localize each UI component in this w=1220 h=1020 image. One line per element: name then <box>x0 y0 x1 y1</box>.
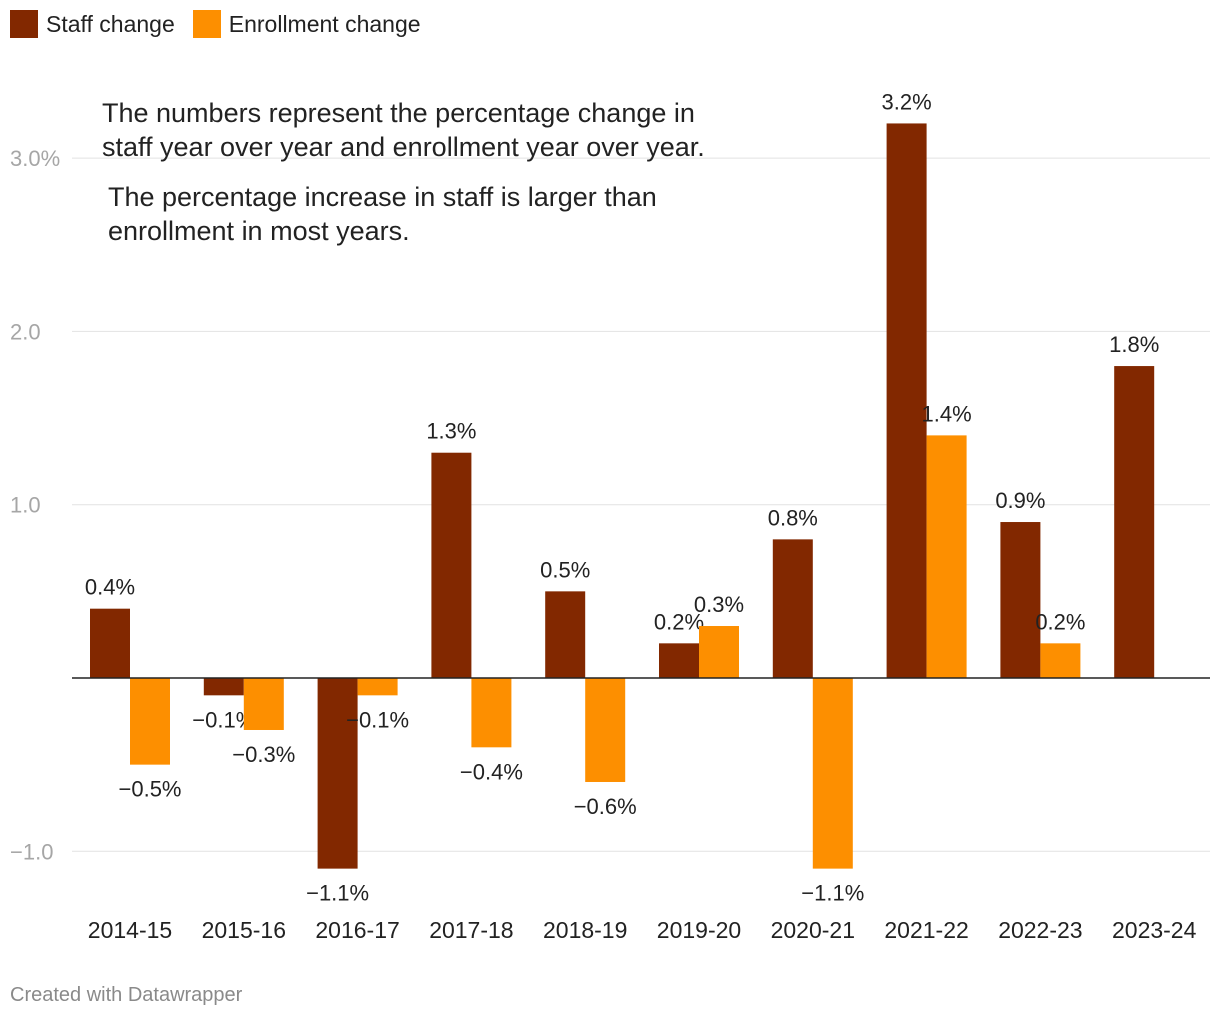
bar <box>1040 643 1081 678</box>
data-label: −0.5% <box>119 777 182 802</box>
x-tick-label: 2014-15 <box>88 917 172 943</box>
x-tick-label: 2018-19 <box>543 917 627 943</box>
legend-item-enrollment[interactable]: Enrollment change <box>192 10 421 38</box>
data-label: 0.9% <box>995 488 1045 513</box>
bar <box>90 608 130 678</box>
data-label: 0.5% <box>540 557 590 582</box>
bar <box>431 452 472 678</box>
y-tick-label: 3.0% <box>10 146 60 171</box>
legend-label-staff: Staff change <box>46 10 175 37</box>
x-tick-label: 2019-20 <box>657 917 741 943</box>
bar <box>926 435 967 678</box>
bar <box>812 678 853 869</box>
x-tick-label: 2020-21 <box>771 917 855 943</box>
data-label: −1.1% <box>306 881 369 906</box>
data-label: 0.8% <box>768 505 818 530</box>
data-label: −0.1% <box>346 707 409 732</box>
x-tick-label: 2022-23 <box>998 917 1082 943</box>
x-tick-label: 2015-16 <box>202 917 286 943</box>
y-tick-label: −1.0 <box>10 839 53 864</box>
x-tick-label: 2023-24 <box>1112 917 1197 943</box>
bar <box>243 678 284 730</box>
data-label: 0.2% <box>654 609 704 634</box>
bar <box>1114 366 1155 678</box>
data-label: 0.4% <box>85 575 135 600</box>
bar <box>772 539 813 678</box>
y-tick-label: 1.0 <box>10 493 41 518</box>
legend: Staff change Enrollment change <box>10 10 421 38</box>
data-label: 1.8% <box>1109 332 1159 357</box>
legend-label-enrollment: Enrollment change <box>228 10 421 37</box>
data-label: −1.1% <box>801 881 864 906</box>
bar <box>699 626 739 678</box>
data-label: 0.3% <box>694 592 744 617</box>
x-tick-label: 2021-22 <box>884 917 968 943</box>
data-label: 1.4% <box>922 401 972 426</box>
x-tick-label: 2016-17 <box>315 917 399 943</box>
data-label: −0.4% <box>460 759 523 784</box>
annotation-2: The percentage increase in staff is larg… <box>108 182 657 246</box>
y-tick-label: 2.0 <box>10 319 41 344</box>
x-tick-label: 2017-18 <box>429 917 513 943</box>
data-label: 0.2% <box>1035 609 1085 634</box>
bar <box>886 123 927 678</box>
bar <box>471 678 512 748</box>
data-label: −0.6% <box>574 794 637 819</box>
credit: Created with Datawrapper <box>10 984 243 1006</box>
bar <box>585 678 626 782</box>
bar <box>545 591 586 678</box>
legend-item-staff[interactable]: Staff change <box>10 10 175 38</box>
bar <box>659 643 699 678</box>
legend-swatch-enrollment <box>192 10 221 38</box>
bar <box>130 678 170 765</box>
bar <box>317 678 358 869</box>
legend-swatch-staff <box>10 10 38 38</box>
bar <box>203 678 244 696</box>
data-label: −0.3% <box>232 742 295 767</box>
annotation-1: The numbers represent the percentage cha… <box>102 98 705 162</box>
bar <box>357 678 398 696</box>
data-label: 3.2% <box>882 89 932 114</box>
bar <box>1000 522 1041 678</box>
data-label: 1.3% <box>426 419 476 444</box>
